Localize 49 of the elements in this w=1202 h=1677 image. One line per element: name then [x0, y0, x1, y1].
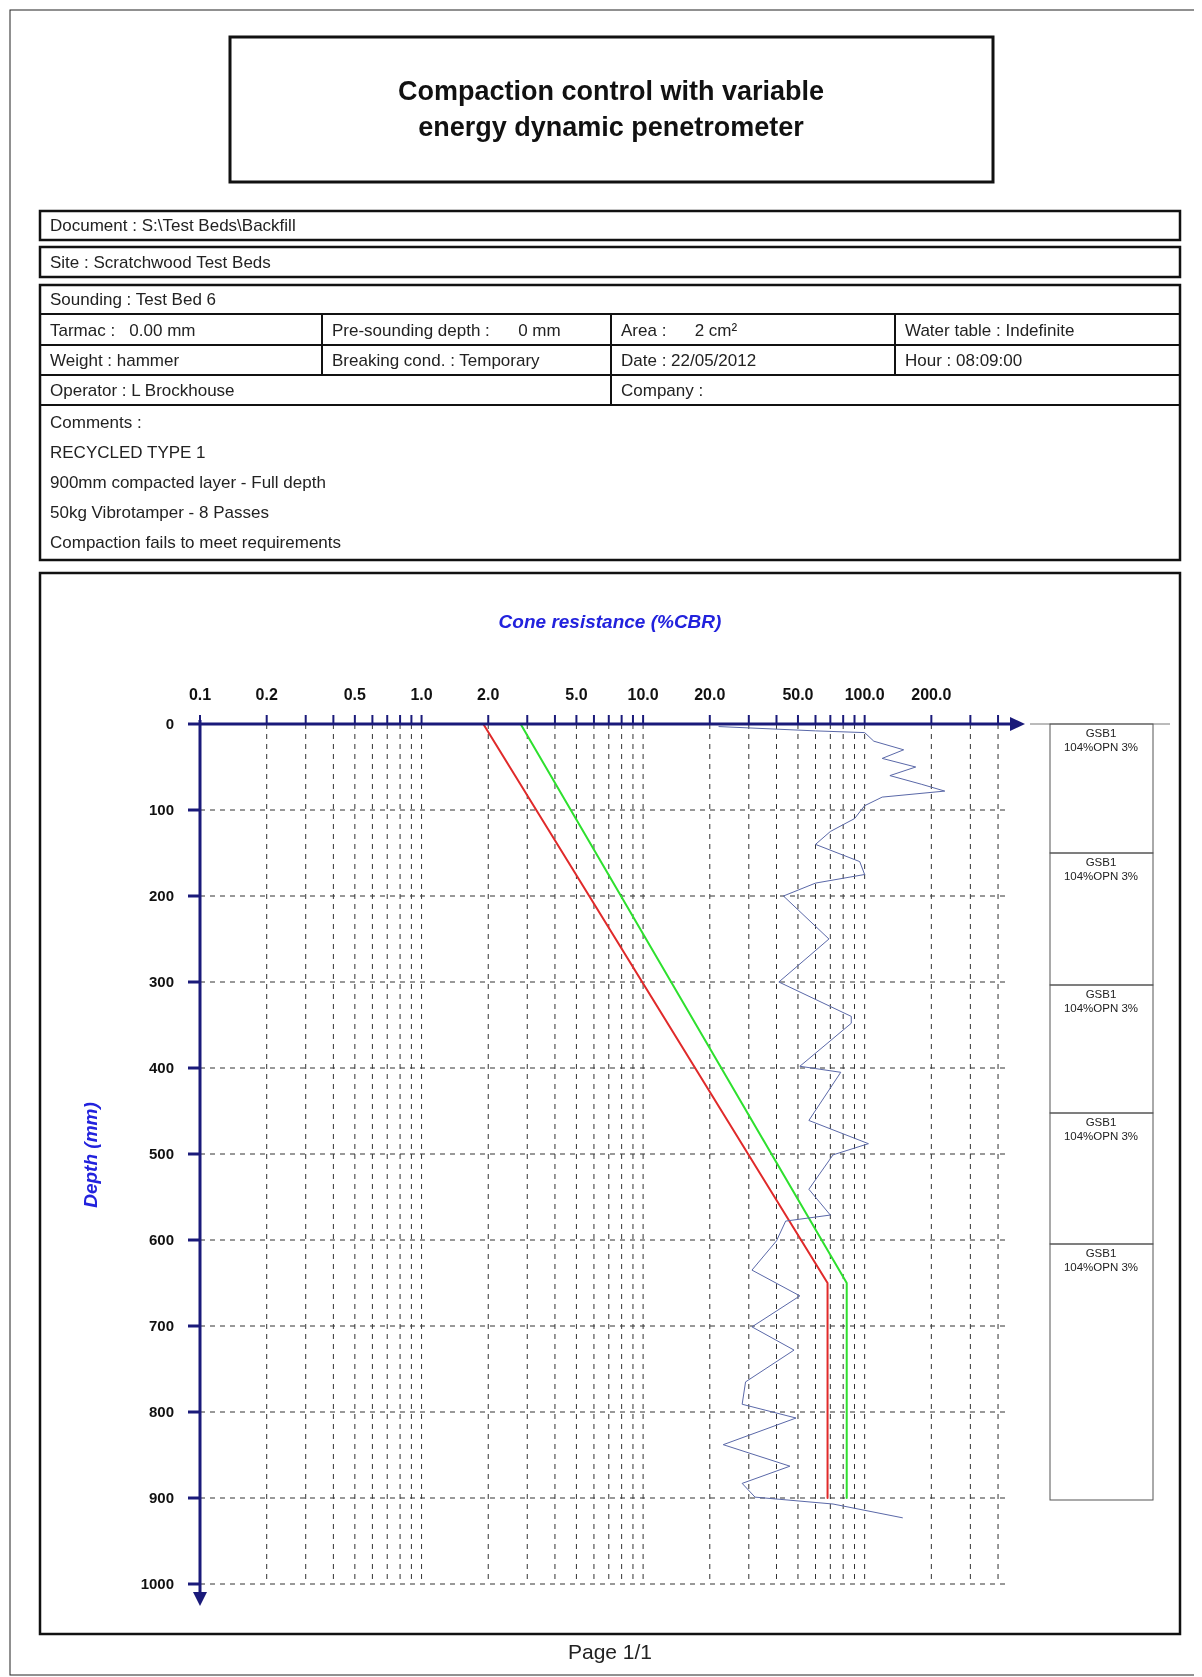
x-tick-label: 50.0 [782, 686, 814, 703]
x-tick-label: 200.0 [911, 686, 952, 703]
x-axis-title: Cone resistance (%CBR) [498, 611, 722, 632]
x-tick-label: 20.0 [694, 686, 726, 703]
text: Hour : 08:09:00 [905, 351, 1023, 370]
text: 50kg Vibrotamper - 8 Passes [50, 503, 269, 522]
text: Page 1/1 [567, 1640, 653, 1663]
x-tick-label: 0.5 [343, 686, 367, 703]
x-tick-label: 1.0 [410, 686, 433, 703]
text: GSB1 104%OPN 3% [1063, 856, 1139, 882]
text: 900mm compacted layer - Full depth [50, 473, 326, 492]
x-tick-label: 10.0 [627, 686, 659, 703]
x-tick-label: 2.0 [477, 686, 500, 703]
x-tick-label: 0.1 [188, 686, 212, 703]
text: Sounding : Test Bed 6 [50, 290, 217, 309]
y-tick-label: 200 [148, 887, 174, 904]
text: Weight : hammer [50, 351, 180, 370]
text: GSB1 104%OPN 3% [1063, 727, 1139, 753]
text: Area : 2 cm² [621, 321, 738, 340]
text: Comments : [50, 413, 142, 432]
text: Date : 22/05/2012 [621, 351, 757, 370]
text: Water table : Indefinite [905, 321, 1075, 340]
y-tick-label: 400 [148, 1059, 174, 1076]
text: Compaction fails to meet requirements [50, 533, 342, 552]
text: Breaking cond. : Temporary [332, 351, 541, 370]
text: Pre-sounding depth : 0 mm [332, 321, 561, 340]
y-tick-label: 500 [148, 1145, 174, 1162]
y-axis-title: Depth (mm) [80, 1102, 101, 1208]
x-tick-label: 0.2 [255, 686, 278, 703]
y-tick-label: 1000 [140, 1575, 174, 1592]
y-tick-label: 700 [148, 1317, 174, 1334]
y-tick-label: 900 [148, 1489, 174, 1506]
y-tick-label: 600 [148, 1231, 174, 1248]
text: Document : S:\Test Beds\Backfill [50, 216, 296, 235]
text: Tarmac : 0.00 mm [50, 321, 196, 340]
text: GSB1 104%OPN 3% [1063, 988, 1139, 1014]
x-tick-label: 5.0 [565, 686, 588, 703]
y-tick-label: 800 [148, 1403, 174, 1420]
y-tick-label: 300 [148, 973, 174, 990]
chart-title: Compaction control with variable energy dynamic penetrometer [397, 76, 825, 142]
text: GSB1 104%OPN 3% [1063, 1247, 1139, 1273]
text: GSB1 104%OPN 3% [1063, 1116, 1139, 1142]
text: RECYCLED TYPE 1 [50, 443, 206, 462]
text: Company : [621, 381, 704, 400]
text: Operator : L Brockhouse [50, 381, 235, 400]
y-tick-label: 0 [165, 715, 174, 732]
text: Site : Scratchwood Test Beds [50, 253, 271, 272]
y-tick-label: 100 [148, 801, 174, 818]
x-tick-label: 100.0 [844, 686, 885, 703]
